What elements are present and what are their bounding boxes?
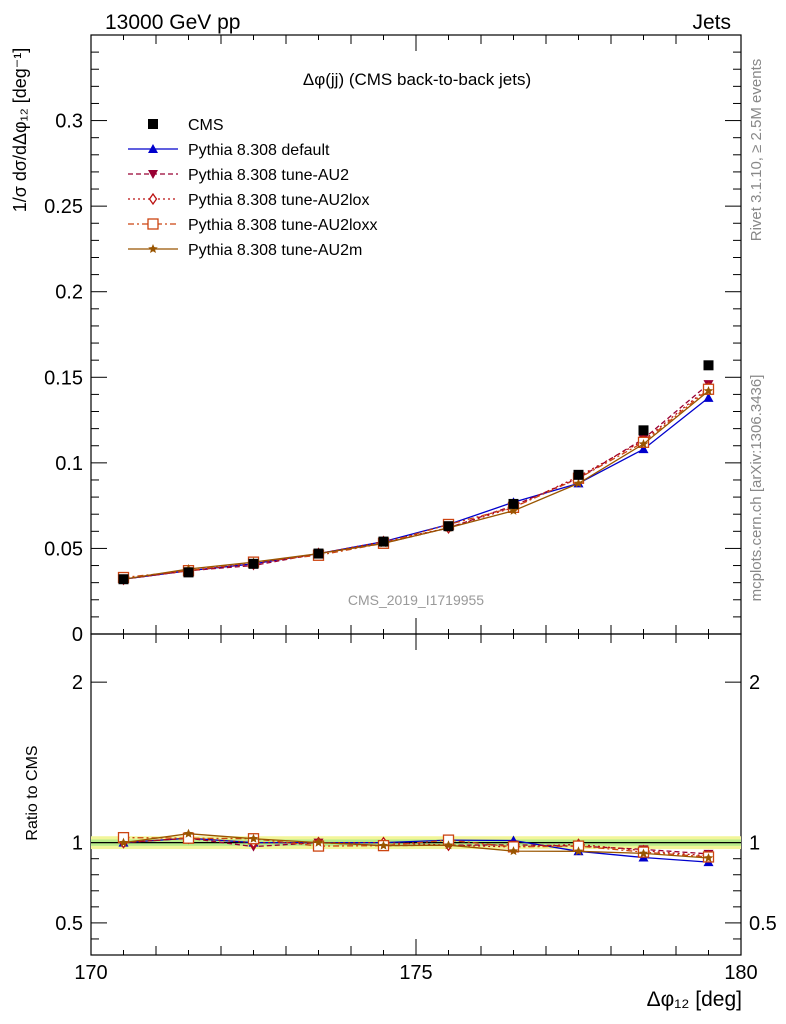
y-tick-label: 0.05 — [44, 538, 83, 560]
ratio-line-0 — [123, 837, 709, 863]
ratio-y-tick-label: 2 — [72, 672, 83, 694]
legend: CMS Pythia 8.308 default Pythia 8.308 tune… — [128, 117, 377, 259]
ratio-point-4 — [313, 837, 324, 847]
data-point — [118, 574, 129, 585]
energy-label: 13000 GeV pp — [105, 11, 240, 34]
ratio-point-4 — [443, 840, 454, 850]
series-point-4 — [638, 439, 649, 449]
legend-label-4: Pythia 8.308 tune-AU2loxx — [188, 217, 377, 234]
ratio-point-4 — [703, 852, 714, 863]
ratio-point-4 — [573, 846, 584, 856]
series-point-4 — [573, 478, 584, 488]
data-point — [313, 548, 324, 559]
ratio-y-tick-label: 1 — [72, 833, 83, 855]
ratio-line-1 — [123, 837, 709, 855]
ratio-y-tick-label-right: 1 — [749, 833, 760, 855]
ratio-point-4 — [378, 840, 389, 850]
mcplots-label: mcplots.cern.ch [arXiv:1306.3436] — [748, 375, 765, 602]
legend-label-1: Pythia 8.308 default — [188, 142, 330, 159]
y-tick-label: 0 — [72, 624, 83, 646]
ratio-frame — [90, 633, 742, 956]
ratio-y-tick-label-right: 0.5 — [749, 913, 777, 935]
legend-label-2: Pythia 8.308 tune-AU2 — [188, 167, 349, 184]
data-point — [638, 425, 649, 436]
x-tick-label: 180 — [724, 962, 757, 984]
data-point — [573, 469, 584, 480]
legend-label-5: Pythia 8.308 tune-AU2m — [188, 242, 362, 259]
x-axis-label: Δφ₁₂ [deg] — [647, 988, 742, 1011]
series-line-3 — [123, 388, 709, 579]
legend-marker-4 — [147, 218, 159, 230]
y-tick-label: 0.25 — [44, 196, 83, 218]
data-point — [703, 360, 714, 371]
legend-label-0: CMS — [188, 117, 224, 134]
ratio-point-4 — [638, 848, 649, 858]
series-point-0 — [703, 392, 714, 402]
y-tick-label: 0.1 — [55, 453, 83, 475]
y-axis-label: 1/σ dσ/dΔφ₁₂ [deg⁻¹] — [10, 48, 30, 213]
legend-marker-1 — [148, 144, 158, 153]
chart-title: Δφ(jj) (CMS back-to-back jets) — [303, 70, 531, 89]
series-line-1 — [123, 383, 709, 580]
x-tick-label: 170 — [74, 962, 107, 984]
legend-marker-0 — [148, 119, 158, 129]
series-line-4 — [123, 390, 709, 580]
ratio-y-tick-label-right: 2 — [749, 672, 760, 694]
y-tick-label: 0.3 — [55, 111, 83, 133]
data-point — [508, 498, 519, 509]
legend-marker-2 — [148, 170, 158, 179]
main-plot: 0 0.05 0.1 0.15 0.2 0.25 0.3 — [44, 34, 742, 955]
data-point — [378, 536, 389, 547]
series-point-4 — [703, 385, 714, 396]
watermark: CMS_2019_I1719955 — [348, 592, 484, 608]
ratio-point-4 — [118, 837, 129, 847]
data-point — [183, 567, 194, 578]
process-label: Jets — [692, 11, 731, 34]
ratio-plot: 170 175 180 0.5 0.5 1 1 2 2 — [55, 633, 777, 984]
y-tick-label: 0.15 — [44, 367, 83, 389]
series-point-4 — [508, 505, 519, 515]
legend-label-3: Pythia 8.308 tune-AU2lox — [188, 192, 369, 209]
ratio-point-4 — [508, 846, 519, 856]
data-point — [443, 521, 454, 532]
x-tick-label: 175 — [399, 962, 432, 984]
legend-marker-5 — [148, 244, 158, 254]
ratio-line-4 — [123, 833, 709, 859]
ratio-point-4 — [248, 833, 259, 843]
series-line-0 — [123, 397, 709, 580]
series-point-0 — [638, 444, 649, 454]
ratio-y-tick-label: 0.5 — [55, 913, 83, 935]
rivet-label: Rivet 3.1.10, ≥ 2.5M events — [748, 59, 765, 242]
ratio-point-4 — [183, 828, 194, 838]
y-tick-label: 0.2 — [55, 282, 83, 304]
ratio-y-axis-label: Ratio to CMS — [24, 745, 41, 840]
series-line-2 — [123, 387, 709, 580]
legend-marker-3 — [148, 192, 158, 206]
data-point — [248, 558, 259, 569]
